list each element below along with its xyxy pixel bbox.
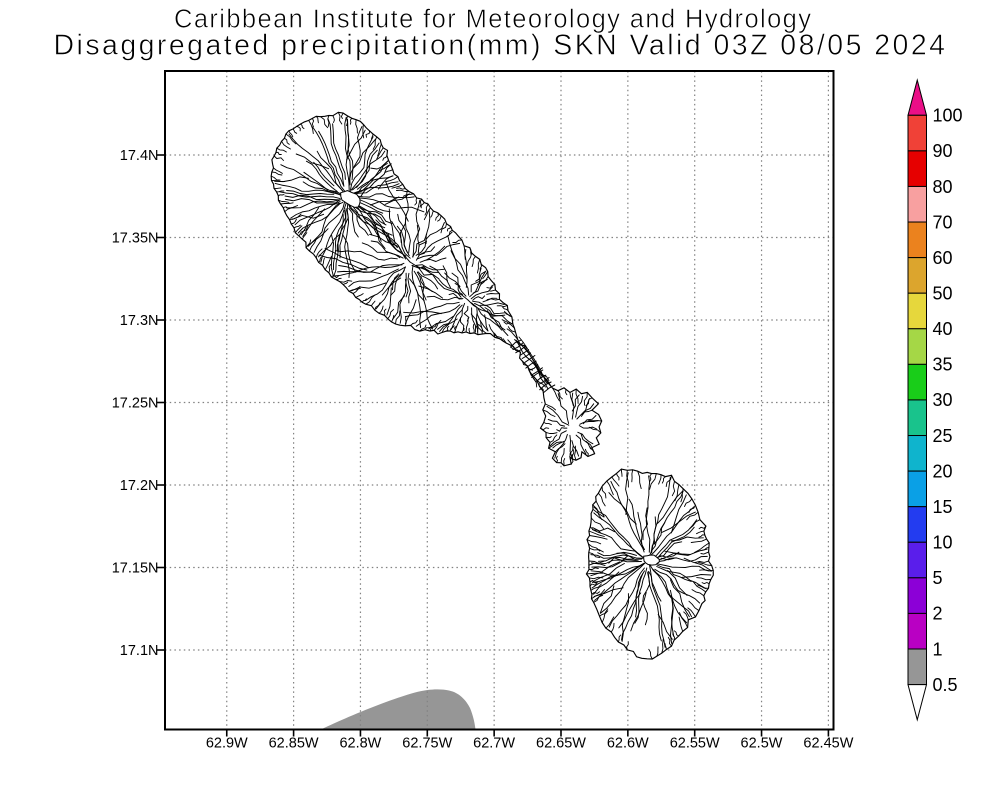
svg-text:62.9W: 62.9W	[206, 736, 248, 752]
svg-text:Disaggregated precipitation(mm: Disaggregated precipitation(mm) SKN Vali…	[54, 30, 946, 62]
svg-text:35: 35	[933, 355, 953, 375]
svg-text:60: 60	[933, 248, 953, 268]
svg-text:90: 90	[933, 141, 953, 161]
svg-text:5: 5	[933, 568, 943, 588]
svg-text:62.65W: 62.65W	[536, 736, 586, 752]
svg-text:2: 2	[933, 604, 943, 624]
svg-text:62.75W: 62.75W	[402, 736, 452, 752]
svg-text:62.55W: 62.55W	[670, 736, 720, 752]
svg-text:100: 100	[933, 106, 963, 126]
svg-text:17.35N: 17.35N	[112, 231, 159, 247]
svg-text:70: 70	[933, 212, 953, 232]
svg-text:15: 15	[933, 497, 953, 517]
svg-text:50: 50	[933, 284, 953, 304]
svg-text:20: 20	[933, 461, 953, 481]
svg-text:1: 1	[933, 639, 943, 659]
svg-text:80: 80	[933, 177, 953, 197]
svg-text:62.45W: 62.45W	[803, 736, 853, 752]
svg-text:17.4N: 17.4N	[120, 148, 159, 164]
svg-text:Caribbean Institute for Meteor: Caribbean Institute for Meteorology and …	[174, 6, 811, 34]
svg-text:62.5W: 62.5W	[741, 736, 783, 752]
svg-text:0.5: 0.5	[933, 675, 958, 695]
svg-text:25: 25	[933, 426, 953, 446]
svg-text:62.6W: 62.6W	[607, 736, 649, 752]
svg-text:17.25N: 17.25N	[112, 396, 159, 412]
svg-text:40: 40	[933, 319, 953, 339]
svg-text:30: 30	[933, 390, 953, 410]
svg-text:17.1N: 17.1N	[120, 643, 159, 659]
svg-text:62.85W: 62.85W	[269, 736, 319, 752]
svg-text:10: 10	[933, 533, 953, 553]
svg-text:62.7W: 62.7W	[473, 736, 515, 752]
svg-text:17.2N: 17.2N	[120, 478, 159, 494]
svg-text:17.15N: 17.15N	[112, 561, 159, 577]
svg-text:17.3N: 17.3N	[120, 313, 159, 329]
svg-text:62.8W: 62.8W	[339, 736, 381, 752]
